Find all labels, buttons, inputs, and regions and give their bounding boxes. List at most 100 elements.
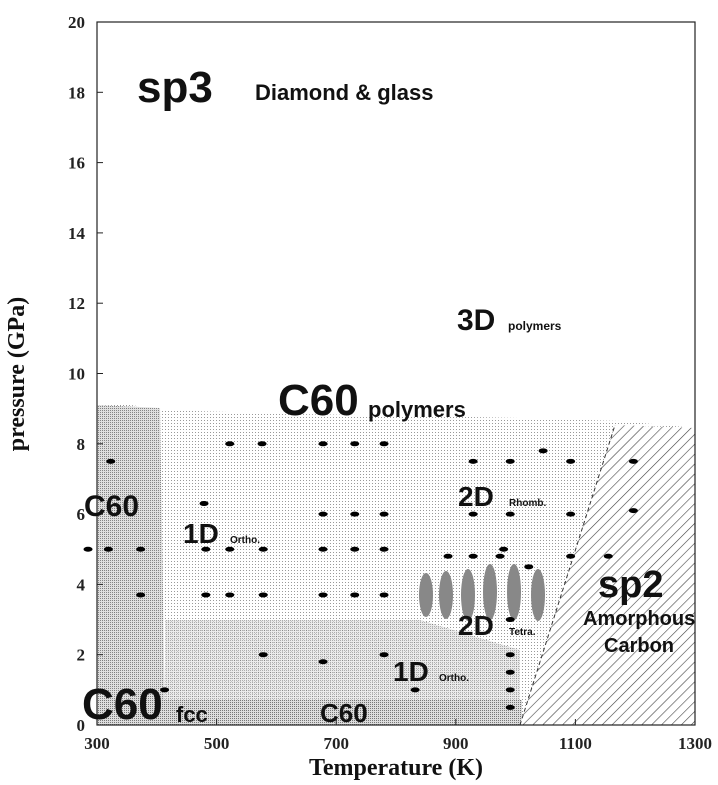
- ortho-region: [165, 620, 520, 725]
- data-point: [257, 441, 267, 447]
- data-point: [628, 508, 638, 514]
- y-tick-label: 18: [68, 83, 85, 102]
- data-point: [505, 704, 515, 710]
- data-point: [566, 458, 576, 464]
- data-point: [350, 441, 360, 447]
- annotation: polymers: [508, 319, 562, 333]
- y-tick-label: 12: [68, 294, 85, 313]
- data-point: [468, 511, 478, 517]
- y-tick-label: 20: [68, 13, 85, 32]
- data-point: [379, 546, 389, 552]
- data-point: [410, 687, 420, 693]
- data-point: [505, 617, 515, 623]
- y-tick-label: 4: [77, 575, 86, 594]
- data-point: [524, 564, 534, 570]
- data-point: [83, 546, 93, 552]
- annotation: 2D: [458, 610, 494, 641]
- data-point: [350, 546, 360, 552]
- x-tick-label: 1100: [559, 734, 592, 753]
- annotation: Carbon: [604, 635, 674, 657]
- annotation: C60: [278, 376, 359, 425]
- data-point: [505, 669, 515, 675]
- x-tick-label: 1300: [678, 734, 712, 753]
- data-point: [350, 592, 360, 598]
- y-axis-title: pressure (GPa): [4, 297, 30, 451]
- regions: [96, 21, 696, 726]
- y-tick-label: 2: [77, 646, 86, 665]
- fcc-region: [97, 405, 165, 725]
- data-point: [379, 441, 389, 447]
- data-point: [379, 511, 389, 517]
- data-point: [258, 652, 268, 658]
- data-point: [566, 553, 576, 559]
- data-point: [225, 546, 235, 552]
- y-tick-label: 16: [68, 154, 85, 173]
- data-point: [103, 546, 113, 552]
- data-point: [499, 546, 509, 552]
- y-tick-label: 14: [68, 224, 86, 243]
- x-tick-label: 900: [443, 734, 469, 753]
- y-tick-label: 0: [77, 716, 86, 735]
- data-point: [566, 511, 576, 517]
- annotation: Diamond & glass: [255, 80, 433, 105]
- c60-strip: [97, 700, 522, 725]
- data-point: [505, 687, 515, 693]
- data-point: [628, 458, 638, 464]
- data-point: [505, 458, 515, 464]
- data-point: [468, 458, 478, 464]
- data-point: [201, 592, 211, 598]
- y-tick-label: 10: [68, 365, 85, 384]
- data-point: [106, 458, 116, 464]
- x-tick-label: 500: [204, 734, 230, 753]
- data-point: [379, 592, 389, 598]
- data-point: [538, 448, 548, 454]
- data-point: [318, 546, 328, 552]
- data-point: [379, 652, 389, 658]
- data-point: [201, 546, 211, 552]
- annotation: sp2: [598, 564, 663, 606]
- data-point: [318, 592, 328, 598]
- data-point: [505, 652, 515, 658]
- tetra-lenses: [419, 564, 545, 621]
- data-point: [225, 592, 235, 598]
- annotation: Rhomb.: [509, 498, 546, 509]
- annotation: polymers: [368, 397, 466, 422]
- annotation: 1D: [183, 518, 219, 549]
- annotation: Ortho.: [230, 535, 260, 546]
- data-point: [136, 592, 146, 598]
- annotation: Ortho.: [439, 673, 469, 684]
- annotation: Amorphous: [583, 608, 695, 630]
- x-axis-title: Temperature (K): [309, 755, 483, 781]
- annotation: Tetra.: [509, 627, 536, 638]
- data-point: [495, 553, 505, 559]
- data-point: [603, 553, 613, 559]
- annotation: C60: [84, 490, 139, 523]
- y-tick-label: 6: [77, 505, 86, 524]
- annotation: fcc: [176, 702, 208, 727]
- data-point: [160, 687, 170, 693]
- data-point: [136, 546, 146, 552]
- data-point: [505, 511, 515, 517]
- x-tick-label: 300: [84, 734, 110, 753]
- annotation: C60: [82, 680, 163, 729]
- data-point: [350, 511, 360, 517]
- annotation: 1D: [393, 656, 429, 687]
- data-point: [199, 501, 209, 507]
- data-point: [258, 546, 268, 552]
- data-point: [318, 511, 328, 517]
- y-tick-label: 8: [77, 435, 86, 454]
- data-point: [225, 441, 235, 447]
- data-point: [443, 553, 453, 559]
- data-point: [468, 553, 478, 559]
- sp2-region: [520, 425, 695, 725]
- boundary: [519, 424, 616, 726]
- data-point: [318, 441, 328, 447]
- data-point: [318, 659, 328, 665]
- annotation: 3D: [457, 304, 495, 337]
- annotation: sp3: [137, 63, 213, 112]
- annotation: C60: [320, 698, 368, 728]
- data-point: [258, 592, 268, 598]
- x-tick-label: 700: [323, 734, 349, 753]
- annotation: 2D: [458, 481, 494, 512]
